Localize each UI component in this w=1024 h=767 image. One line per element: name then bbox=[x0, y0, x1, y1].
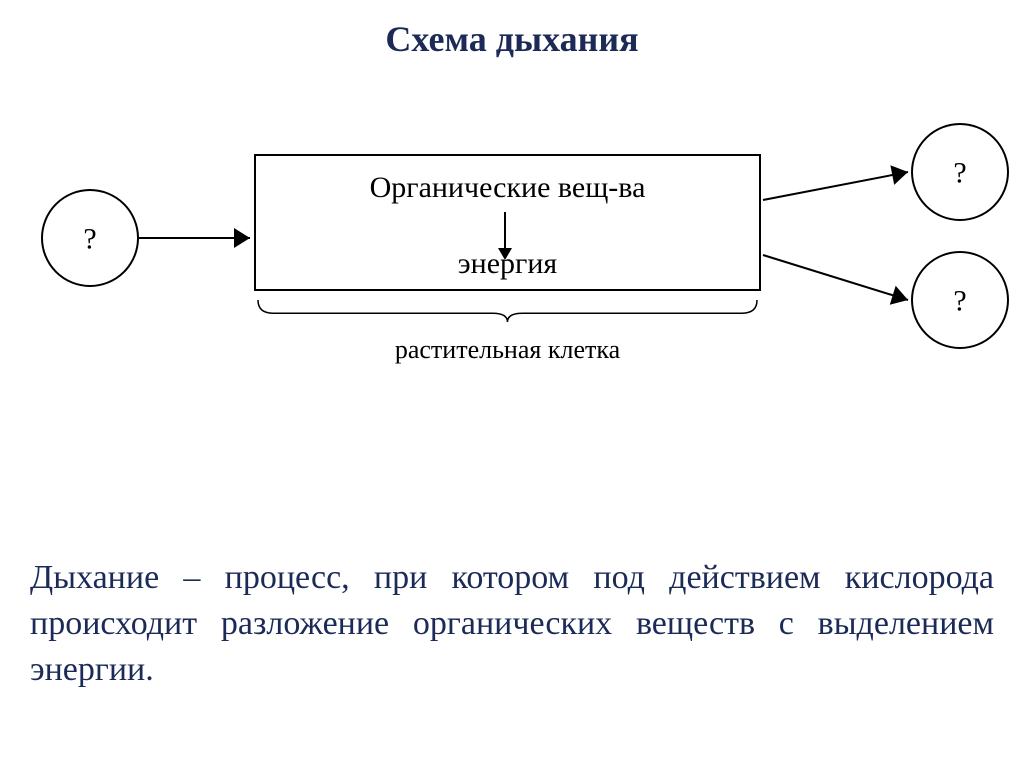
brace-label: растительная клетка bbox=[395, 335, 621, 364]
circle-label-bot: ? bbox=[953, 285, 966, 318]
arrowhead-out-top bbox=[890, 165, 908, 185]
definition-text: Дыхание – процесс, при котором под дейст… bbox=[30, 555, 994, 693]
arrow-out-top bbox=[763, 172, 908, 200]
brace bbox=[258, 300, 757, 322]
arrow-out-bot bbox=[763, 255, 908, 300]
box-line1: Органические вещ-ва bbox=[370, 171, 646, 204]
arrowhead-in bbox=[234, 228, 250, 248]
circle-label-top: ? bbox=[953, 157, 966, 190]
circle-label-left: ? bbox=[83, 223, 96, 256]
respiration-diagram: Органические вещ-ваэнергия???растительна… bbox=[0, 0, 1024, 420]
page-root: Схема дыхания Органические вещ-ваэнергия… bbox=[0, 0, 1024, 767]
